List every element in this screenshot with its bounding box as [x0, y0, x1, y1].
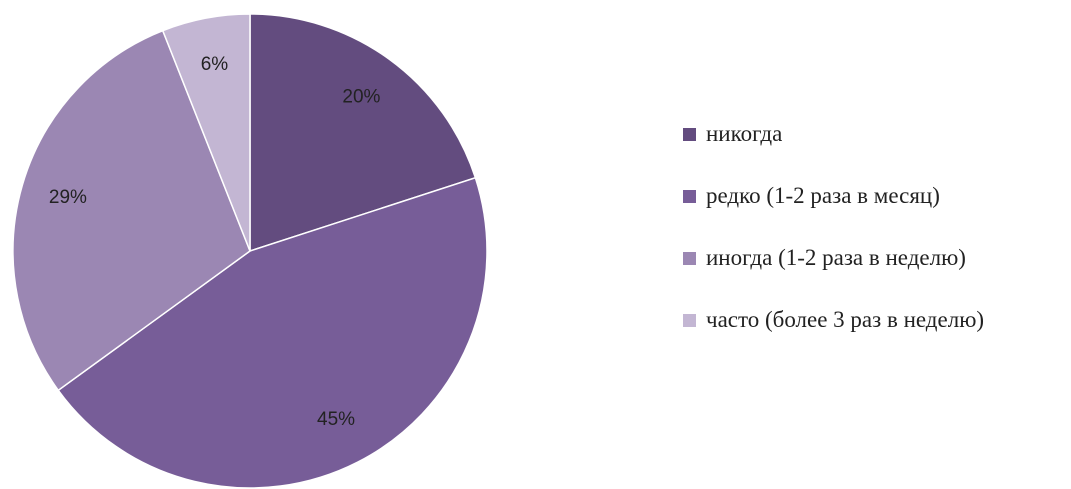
legend-item: редко (1-2 раза в месяц) [683, 180, 1063, 211]
legend-swatch [683, 252, 696, 265]
pie-slice [12, 29, 251, 392]
legend: никогда редко (1-2 раза в месяц) иногда (1… [683, 118, 1063, 366]
legend-item: иногда (1-2 раза в неделю) [683, 242, 1063, 273]
legend-label: редко (1-2 раза в месяц) [706, 183, 940, 208]
pie-slice [249, 13, 477, 253]
legend-swatch [683, 190, 696, 203]
pie-slice [57, 176, 488, 489]
data-label: 29% [49, 187, 87, 208]
pie-slice [161, 13, 251, 252]
legend-label: никогда [706, 121, 783, 146]
chart: 20% 45% 29% 6% [12, 13, 488, 489]
legend-label: часто (более 3 раз в неделю) [706, 307, 985, 332]
legend-swatch [683, 128, 696, 141]
data-label: 20% [342, 87, 380, 108]
data-label: 45% [317, 409, 355, 430]
legend-swatch [683, 314, 696, 327]
data-label: 6% [201, 54, 229, 75]
legend-label: иногда (1-2 раза в неделю) [706, 245, 966, 270]
legend-item: никогда [683, 118, 1063, 149]
legend-item: часто (более 3 раз в неделю) [683, 304, 1063, 335]
